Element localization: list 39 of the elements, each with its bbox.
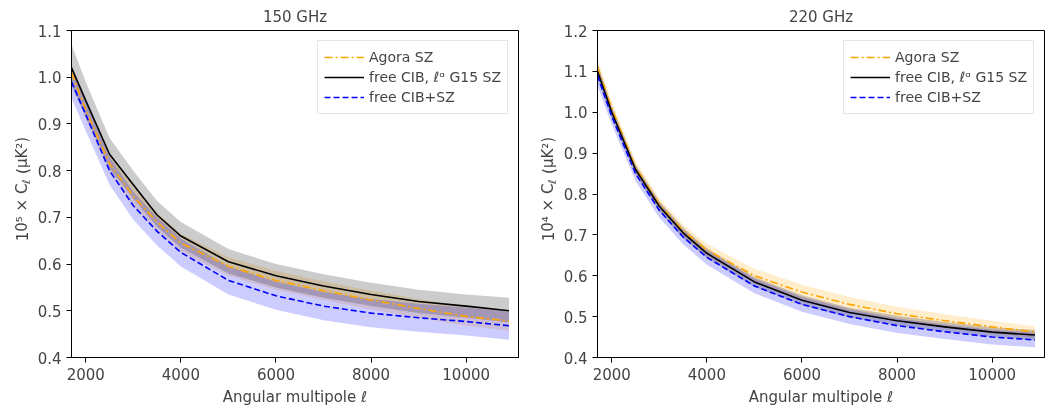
y-axis-title: 10⁵ × Cℓ (μK²) [13,136,33,242]
x-tick-label: 10000 [968,365,1017,384]
y-tick-label: 0.5 [37,302,62,321]
y-tick-label: 0.9 [37,115,62,134]
x-tick-label: 8000 [352,365,391,384]
y-axis-title: 10⁴ × Cℓ (μK²) [539,136,559,242]
legend-label: free CIB+SZ [895,89,981,105]
y-tick-label: 0.6 [37,256,62,275]
y-tick-label: 0.5 [563,308,588,327]
chart-title: 220 GHz [788,7,854,26]
legend-label: free CIB, ℓᵅ G15 SZ [895,69,1027,85]
y-tick-label: 0.9 [563,145,588,164]
chart-title: 150 GHz [262,7,328,26]
x-tick-label: 10000 [442,365,491,384]
y-tick-label: 0.4 [563,349,588,368]
x-tick-label: 6000 [256,365,296,384]
y-tick-label: 1.2 [563,22,588,41]
y-tick-label: 0.8 [563,186,588,204]
x-axis-title: Angular multipole ℓ [748,387,894,406]
legend-label: free CIB, ℓᵅ G15 SZ [369,69,501,85]
y-tick-label: 0.8 [37,162,62,181]
y-tick-label: 0.7 [563,226,588,245]
x-tick-label: 4000 [687,365,726,384]
y-tick-label: 1.1 [37,22,62,41]
x-axis-title: Angular multipole ℓ [222,387,368,406]
x-tick-label: 2000 [66,365,105,384]
y-tick-label: 0.4 [37,349,62,368]
legend-label: Agora SZ [369,49,434,65]
y-tick-label: 0.6 [563,267,588,286]
legend-label: free CIB+SZ [369,89,455,105]
y-tick-label: 0.7 [37,209,62,228]
x-tick-label: 6000 [782,365,822,384]
x-tick-label: 2000 [592,365,631,384]
x-tick-label: 8000 [878,365,917,384]
y-tick-label: 1.1 [563,63,588,82]
x-tick-label: 4000 [161,365,200,384]
y-tick-label: 1.0 [563,104,588,123]
y-tick-label: 1.0 [37,69,62,88]
legend-label: Agora SZ [895,49,960,65]
